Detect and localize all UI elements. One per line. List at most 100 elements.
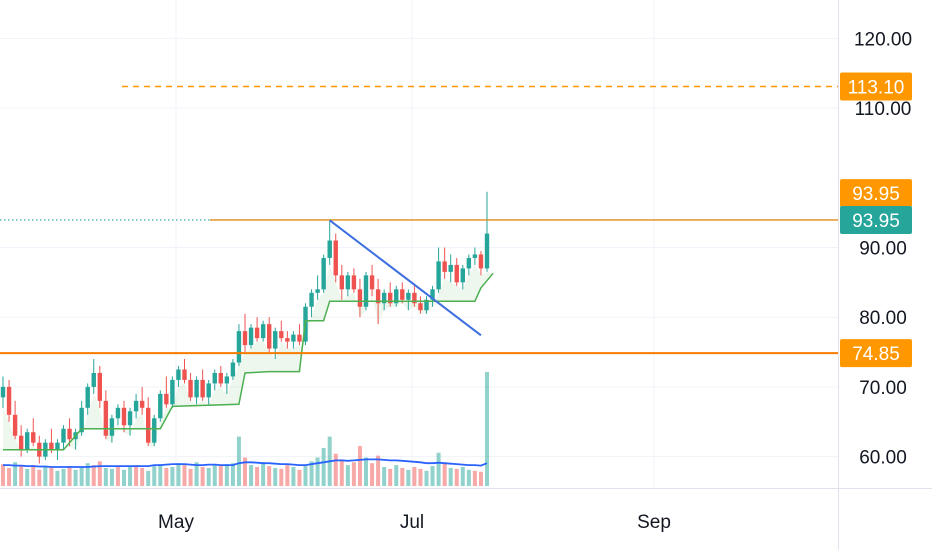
volume-bar (79, 467, 84, 486)
candle-body (206, 383, 211, 398)
volume-bar (261, 462, 266, 486)
volume-bar (460, 467, 465, 486)
candle-body (146, 407, 151, 443)
candle-body (448, 264, 453, 272)
candle-body (400, 289, 405, 300)
volume-bar (103, 467, 108, 486)
candle-body (260, 324, 266, 339)
volume-bar (400, 467, 405, 486)
candle-body (170, 379, 175, 405)
support-fill (3, 264, 494, 450)
price-label-text: 74.85 (852, 344, 900, 365)
candle-body (363, 275, 369, 307)
price-label-text: 93.95 (852, 184, 900, 205)
volume-bar (236, 436, 241, 486)
volume-bar (418, 468, 423, 486)
candles (0, 191, 490, 464)
volume-bar (170, 467, 175, 486)
candle-body (133, 400, 139, 412)
candle-body (333, 240, 338, 276)
volume-bar (37, 469, 42, 486)
volume-bar (430, 466, 435, 486)
candle-body (345, 275, 351, 290)
volume-bar (424, 470, 429, 486)
candle-body (61, 428, 66, 443)
candle-body (212, 372, 217, 384)
volume-bar (182, 465, 187, 486)
candle-body (291, 334, 296, 342)
volume-ma-line (3, 458, 488, 468)
y-tick-label: 60.00 (859, 448, 907, 469)
volume-bar (291, 467, 296, 486)
candle-body (79, 407, 84, 433)
candle-body (121, 407, 127, 426)
candle-body (176, 369, 181, 380)
volume-bar (19, 466, 24, 486)
volume-bar (478, 471, 483, 486)
volume-bar (146, 470, 151, 486)
volume-bar (73, 469, 78, 486)
candle-body (31, 432, 36, 443)
volume-bar (357, 446, 362, 486)
candle-body (6, 386, 12, 415)
volume-bar (31, 465, 36, 486)
volume-bar (218, 466, 223, 486)
volume-bar (279, 468, 284, 486)
candle-body (236, 331, 242, 363)
volume-bar (122, 469, 126, 486)
volume-bar (200, 467, 205, 486)
candle-body (321, 257, 326, 290)
price-label-badge (840, 179, 912, 208)
candle-body (115, 407, 121, 419)
candle-body (478, 254, 484, 269)
overlays (0, 85, 838, 451)
volume-bar (115, 466, 120, 486)
volume-bar (394, 465, 399, 486)
volume-bar (303, 466, 308, 486)
candle-body (218, 372, 223, 384)
candle-body (279, 331, 284, 339)
volume-bar (485, 372, 489, 486)
volume-bar (212, 465, 217, 486)
volume-bar (364, 457, 368, 486)
candle-body (369, 275, 375, 290)
candle-body (309, 292, 314, 307)
candle-body (273, 331, 278, 349)
candle-body (25, 432, 30, 450)
candle-body (412, 292, 417, 304)
volume-bar (152, 466, 157, 486)
volume-bar (267, 466, 272, 486)
candle-body (297, 334, 302, 342)
candle-body (85, 386, 90, 408)
support-line (3, 272, 494, 451)
candle-body (424, 299, 429, 311)
candle-body (248, 327, 254, 346)
y-tick-label: 120.00 (854, 29, 912, 50)
candle-body (315, 289, 320, 293)
candle-body (127, 411, 133, 426)
candle-body (406, 292, 411, 300)
price-label-badge (840, 339, 912, 368)
volume-bar (333, 453, 338, 486)
volume-bar (25, 468, 30, 486)
volume-bar (376, 455, 381, 486)
support-area (3, 264, 494, 450)
volume-bar (194, 462, 199, 486)
volume-bar (243, 457, 247, 486)
volume-bar (466, 469, 471, 486)
candle-body (139, 400, 145, 408)
candle-body (418, 303, 423, 311)
volume-bar (388, 468, 393, 486)
candle-body (242, 331, 248, 346)
candle-body (351, 275, 357, 290)
volume-bar (321, 448, 326, 486)
candle-body (442, 261, 447, 272)
candle-body (254, 327, 260, 339)
volume-bar (55, 470, 60, 486)
candle-body (436, 261, 441, 290)
candle-body (194, 379, 199, 398)
candle-body (285, 338, 290, 342)
candle-body (103, 400, 109, 436)
